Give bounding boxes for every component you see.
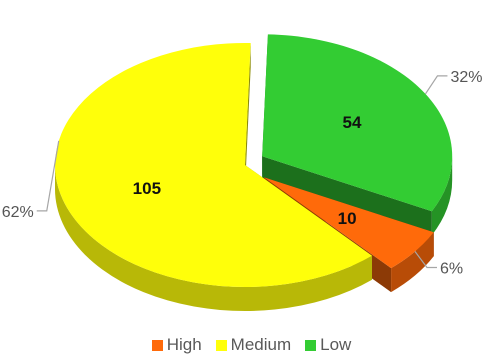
legend-swatch-medium <box>215 339 227 351</box>
legend-item-low: Low <box>305 335 351 355</box>
slice-rim-high-0 <box>391 232 434 293</box>
slice-side-medium-1 <box>245 43 251 189</box>
legend-item-high: High <box>151 335 202 355</box>
legend-item-medium: Medium <box>215 335 292 355</box>
value-label-high: 10 <box>338 209 357 228</box>
percent-label-high: 6% <box>440 260 463 277</box>
legend-label-medium: Medium <box>230 335 292 354</box>
legend-label-low: Low <box>320 335 352 354</box>
slice-low <box>262 34 453 212</box>
value-label-medium: 105 <box>133 179 161 198</box>
leader-line-high <box>414 251 438 269</box>
legend-label-high: High <box>166 335 202 354</box>
slice-rim-low-0 <box>431 156 453 236</box>
leader-line-medium <box>36 140 60 212</box>
legend: High Medium Low <box>0 334 503 356</box>
slice-high <box>264 177 434 269</box>
pie-label-layer: 54 32% 10 6% 105 62% <box>2 69 483 278</box>
value-label-low: 54 <box>343 113 362 132</box>
legend-swatch-high <box>151 339 163 351</box>
percent-label-medium: 62% <box>2 204 34 221</box>
percent-label-low: 32% <box>450 69 482 86</box>
pie-top-layer <box>55 34 453 288</box>
slice-medium <box>55 42 373 288</box>
slice-side-low-1 <box>262 156 432 236</box>
slice-rim-medium-0 <box>55 165 373 311</box>
leader-line-low <box>424 75 448 95</box>
legend-swatch-low <box>305 339 317 351</box>
